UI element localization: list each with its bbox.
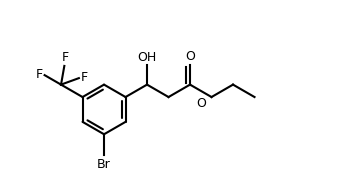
- Text: Br: Br: [97, 158, 111, 171]
- Text: OH: OH: [137, 51, 157, 64]
- Text: F: F: [36, 68, 43, 81]
- Text: F: F: [61, 51, 69, 64]
- Text: F: F: [80, 71, 87, 84]
- Text: O: O: [185, 50, 195, 63]
- Text: O: O: [196, 97, 206, 110]
